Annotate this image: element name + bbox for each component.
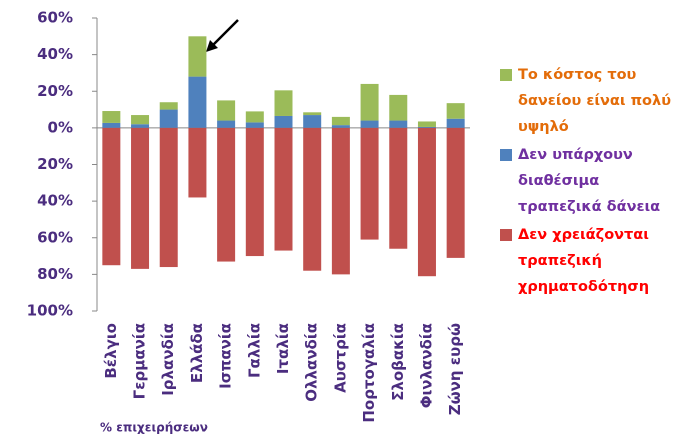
x-tick-label: Ιρλανδία	[159, 323, 177, 396]
bar-segment	[217, 127, 236, 262]
x-tick-label: Ελλάδα	[188, 323, 206, 383]
bar-segment	[303, 127, 322, 271]
bar-segment	[131, 115, 150, 125]
bar-segment	[131, 124, 150, 128]
legend-label: Δεν υπάρχουν διαθέσιμα τραπεζικά δάνεια	[518, 147, 661, 215]
bar-segment	[274, 115, 293, 128]
y-tick-label: 0%	[48, 118, 73, 136]
y-tick-label: 60%	[37, 9, 73, 27]
legend-label: Το κόστος του δανείου είναι πολύ υψηλό	[518, 67, 671, 135]
bar-segment	[245, 111, 264, 123]
bar-segment	[245, 127, 264, 257]
bar-segment	[417, 127, 436, 277]
bar-segment	[102, 111, 121, 123]
legend-item: Δεν υπάρχουν διαθέσιμα τραπεζικά δάνεια	[500, 142, 685, 220]
legend-swatch	[500, 69, 512, 81]
bar-segment	[274, 90, 293, 116]
footnote: % επιχειρήσεων	[100, 421, 208, 435]
y-tick-label: 20%	[37, 82, 73, 100]
bar-segment	[188, 36, 207, 77]
x-tick-label: Ζώνη ευρώ	[446, 323, 464, 415]
bar-segment	[274, 127, 293, 251]
y-tick-label: 60%	[37, 228, 73, 246]
y-tick-label: 40%	[37, 45, 73, 63]
bar-segment	[159, 102, 178, 110]
x-tick-label: Ισπανία	[217, 323, 235, 389]
legend: Το κόστος του δανείου είναι πολύ υψηλό Δε…	[500, 62, 685, 302]
y-tick-label: 100%	[27, 302, 73, 320]
x-tick-label: Γερμανία	[131, 323, 149, 399]
x-tick-label: Ιταλία	[274, 323, 292, 374]
bar-segment	[245, 122, 264, 128]
y-tick-label: 20%	[37, 155, 73, 173]
arrow-head	[206, 40, 218, 52]
x-tick-label: Σλοβακία	[389, 323, 407, 401]
bar-segment	[446, 118, 465, 128]
bar-segment	[102, 122, 121, 128]
bar-segment	[102, 127, 121, 266]
bar-segment	[417, 126, 436, 128]
bar-segment	[389, 120, 408, 128]
bar-segment	[446, 103, 465, 119]
bar-segment	[159, 109, 178, 128]
x-tick-label: Πορτογαλία	[360, 323, 378, 423]
bar-segment	[188, 127, 207, 198]
y-tick-label: 40%	[37, 192, 73, 210]
bar-segment	[303, 112, 322, 116]
x-tick-label: Βέλγιο	[102, 323, 120, 379]
bar-segment	[217, 100, 236, 121]
bar-segment	[360, 120, 379, 128]
arrow	[211, 19, 239, 47]
legend-label: Δεν χρειάζονται τραπεζική χρηματοδότηση	[518, 227, 650, 295]
bar-segment	[159, 127, 178, 268]
bar-segment	[446, 127, 465, 258]
legend-swatch	[500, 149, 512, 161]
legend-swatch	[500, 229, 512, 241]
legend-item: Το κόστος του δανείου είναι πολύ υψηλό	[500, 62, 685, 140]
bar-segment	[131, 127, 150, 269]
x-tick-label: Ολλανδία	[303, 323, 321, 402]
bar-segment	[217, 120, 236, 128]
bar-segment	[360, 83, 379, 121]
x-tick-label: Αυστρία	[331, 323, 349, 393]
bar-segment	[331, 116, 350, 126]
bar-segment	[331, 127, 350, 275]
legend-item: Δεν χρειάζονται τραπεζική χρηματοδότηση	[500, 222, 685, 300]
y-tick-label: 80%	[37, 265, 73, 283]
bar-segment	[417, 121, 436, 127]
bar-segment	[389, 127, 408, 249]
bar-segment	[389, 94, 408, 121]
x-tick-label: Φινλανδία	[417, 323, 435, 408]
bar-segment	[331, 125, 350, 128]
bar-segment	[360, 127, 379, 240]
bar-segment	[303, 115, 322, 128]
x-tick-label: Γαλλία	[245, 323, 263, 378]
bar-segment	[188, 76, 207, 128]
